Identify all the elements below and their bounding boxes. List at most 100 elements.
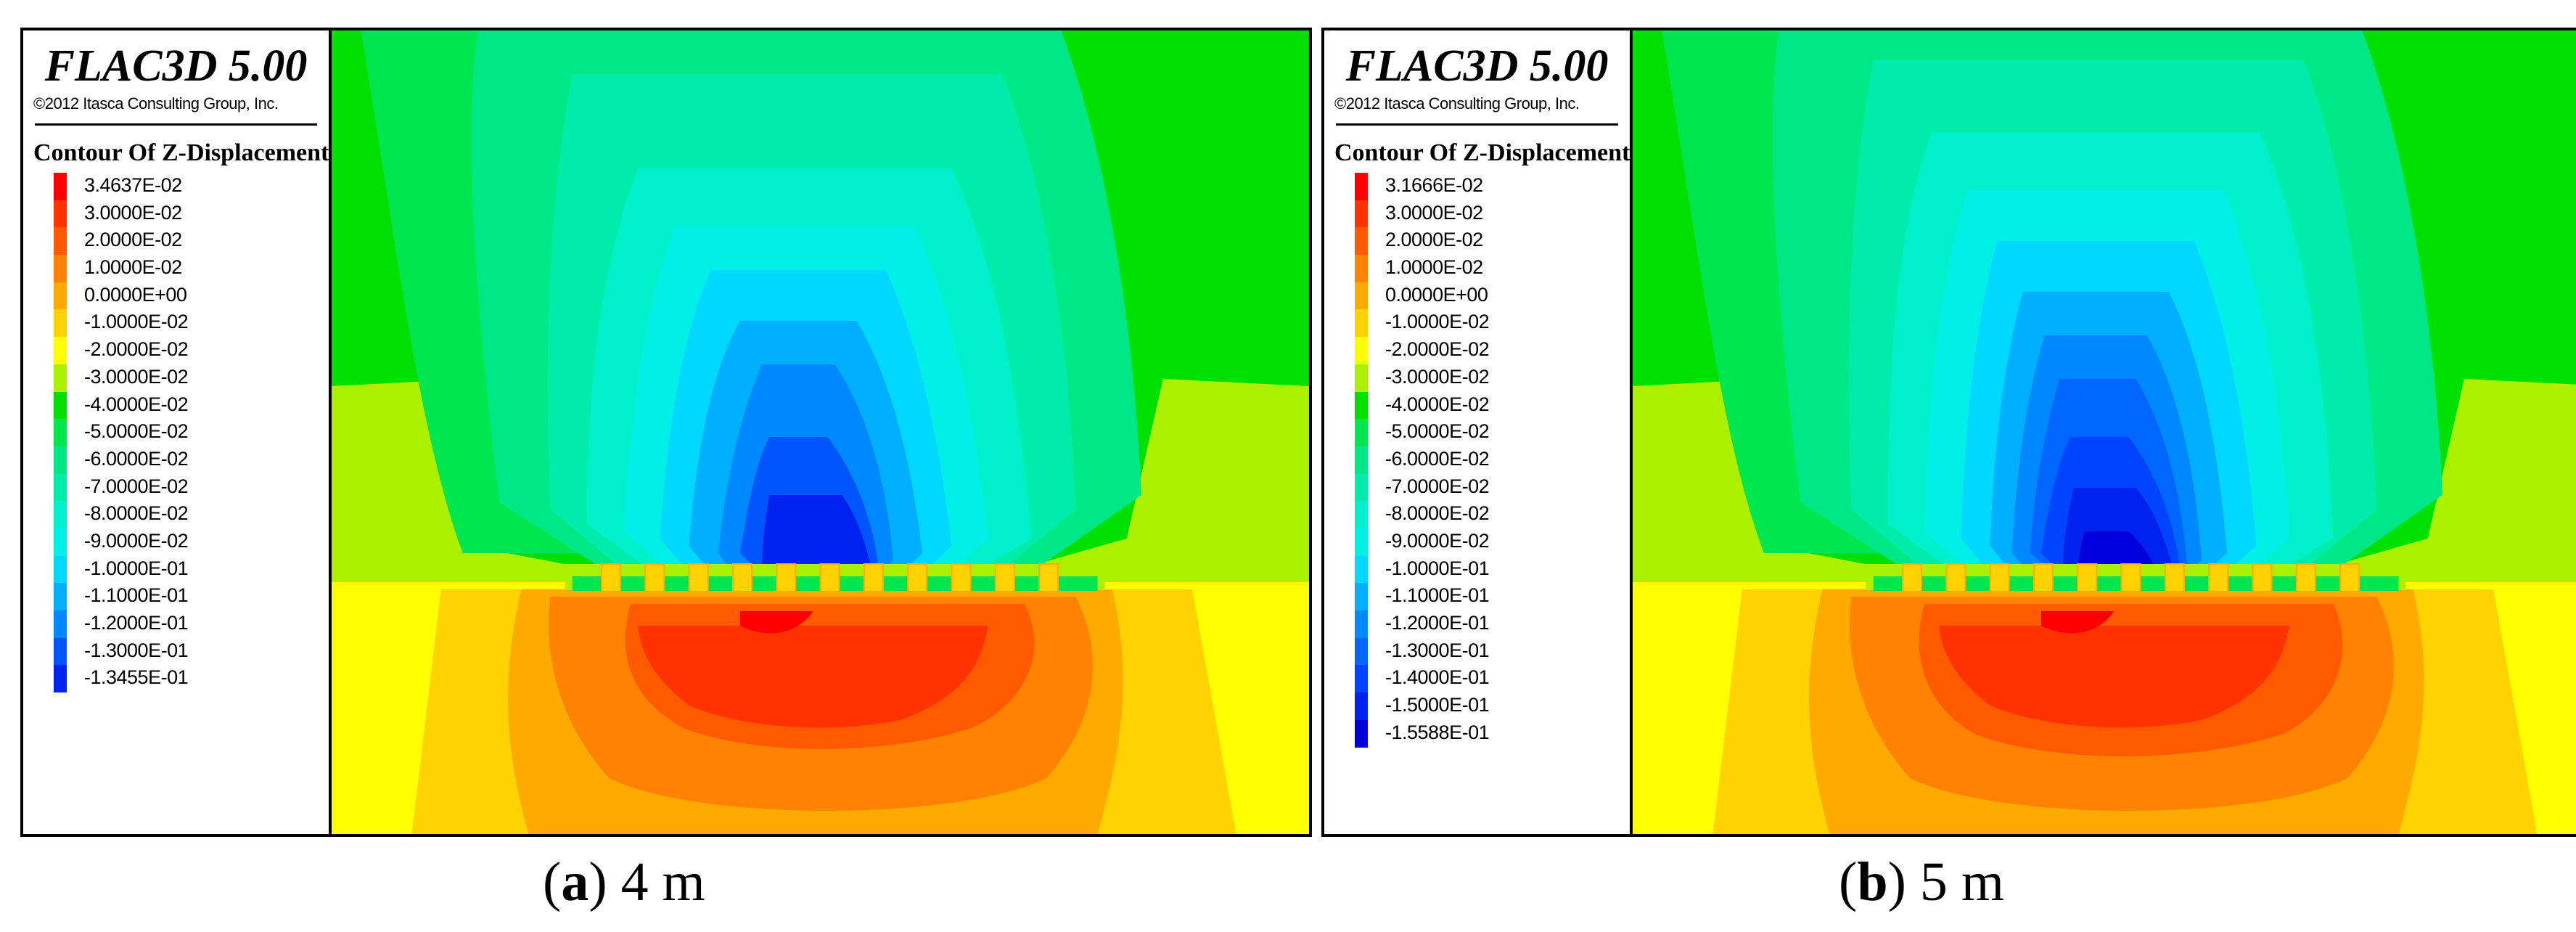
legend-label: 0.0000E+00 <box>1385 283 1488 306</box>
legend-swatch <box>1355 446 1368 474</box>
legend-label: -7.0000E-02 <box>84 475 189 497</box>
legend-swatch <box>54 610 67 638</box>
legend-label: -2.0000E-02 <box>1385 338 1490 361</box>
legend-label: -3.0000E-02 <box>84 365 189 388</box>
legend-label: -1.1000E-01 <box>1385 584 1490 607</box>
legend-label: -1.3000E-01 <box>1385 639 1490 661</box>
software-brand: FLAC3D 5.00 <box>1345 41 1609 91</box>
legend-label: -1.3455E-01 <box>84 666 189 689</box>
legend-label: -5.0000E-02 <box>84 420 189 443</box>
legend-label: -3.0000E-02 <box>1385 365 1490 388</box>
legend-label: -2.0000E-02 <box>84 338 189 361</box>
legend-label: -7.0000E-02 <box>1385 475 1490 497</box>
legend-label: 1.0000E-02 <box>1385 256 1483 279</box>
software-brand: FLAC3D 5.00 <box>44 41 308 91</box>
legend-label: -4.0000E-02 <box>1385 393 1490 415</box>
legend-swatch <box>1355 227 1368 256</box>
legend-swatch <box>1355 610 1368 638</box>
legend-swatch <box>54 665 67 693</box>
caption-paren-open: ( <box>543 851 562 912</box>
contour-plot-graphic <box>332 30 1309 834</box>
caption-a: (a) 4 m <box>543 851 705 914</box>
legend-label: -1.3000E-01 <box>84 639 189 661</box>
legend-label: -1.5000E-01 <box>1385 694 1490 716</box>
legend-label: -1.4000E-01 <box>1385 666 1490 689</box>
legend-swatch <box>1355 364 1368 392</box>
caption-paren-open: ( <box>1839 851 1858 912</box>
legend-label: -8.0000E-02 <box>84 502 189 525</box>
legend-label: 3.1666E-02 <box>1385 174 1483 196</box>
copyright-text: ©2012 Itasca Consulting Group, Inc. <box>1334 94 1580 113</box>
legend-swatch <box>54 555 67 584</box>
legend-divider <box>1336 123 1618 126</box>
legend-swatch <box>54 391 67 420</box>
legend-swatch <box>54 337 67 365</box>
legend-label: -6.0000E-02 <box>1385 447 1490 470</box>
legend-swatch <box>54 419 67 447</box>
legend-label: -1.0000E-01 <box>84 557 189 579</box>
legend-swatch <box>1355 309 1368 338</box>
legend-swatch <box>54 200 67 228</box>
legend-swatch <box>54 309 67 338</box>
legend-a: FLAC3D 5.00 ©2012 Itasca Consulting Grou… <box>23 30 332 834</box>
legend-swatch <box>1355 692 1368 721</box>
legend-swatch <box>54 501 67 529</box>
caption-paren-close: ) <box>588 851 607 912</box>
caption-text: 5 m <box>1919 851 2005 912</box>
legend-swatch <box>54 227 67 256</box>
legend-label: -9.0000E-02 <box>1385 529 1490 552</box>
legend-swatch <box>54 282 67 310</box>
legend-swatch <box>54 364 67 392</box>
contour-plot-graphic <box>1633 30 2576 834</box>
legend-swatch <box>1355 501 1368 529</box>
legend-title: Contour Of Z-Displacement <box>33 139 329 166</box>
legend-label: -6.0000E-02 <box>84 447 189 470</box>
panel-a: FLAC3D 5.00 ©2012 Itasca Consulting Grou… <box>20 28 1312 837</box>
legend-swatch <box>1355 255 1368 283</box>
legend-label: -1.0000E-02 <box>1385 311 1490 333</box>
legend-swatch <box>54 446 67 474</box>
caption-letter: a <box>561 851 589 912</box>
legend-label: 3.0000E-02 <box>1385 201 1483 224</box>
legend-swatch <box>1355 583 1368 611</box>
legend-label: -5.0000E-02 <box>1385 420 1490 443</box>
legend-label: 2.0000E-02 <box>1385 229 1483 251</box>
legend-swatch <box>1355 528 1368 556</box>
legend-swatch <box>1355 200 1368 228</box>
legend-swatch <box>54 255 67 283</box>
legend-label: -1.2000E-01 <box>1385 612 1490 634</box>
legend-swatch <box>1355 665 1368 693</box>
legend-swatch <box>1355 282 1368 310</box>
legend-swatch <box>1355 719 1368 748</box>
legend-label: 3.4637E-02 <box>84 174 182 196</box>
legend-swatch <box>54 583 67 611</box>
legend-swatch <box>1355 337 1368 365</box>
legend-label: -1.5588E-01 <box>1385 721 1490 743</box>
legend-swatch <box>54 173 67 200</box>
legend-swatch <box>1355 173 1368 200</box>
legend-b: FLAC3D 5.00 ©2012 Itasca Consulting Grou… <box>1324 30 1633 834</box>
legend-swatch <box>54 637 67 666</box>
contour-plot-b <box>1633 30 2576 834</box>
legend-swatch <box>54 473 67 502</box>
caption-paren-close: ) <box>1887 851 1906 912</box>
legend-label: -4.0000E-02 <box>84 393 189 415</box>
legend-swatch <box>1355 473 1368 502</box>
caption-letter: b <box>1857 851 1888 912</box>
legend-swatch <box>1355 419 1368 447</box>
caption-text: 4 m <box>620 851 705 912</box>
legend-divider <box>35 123 317 126</box>
legend-swatch <box>1355 555 1368 584</box>
legend-label: 1.0000E-02 <box>84 256 182 279</box>
legend-label: -1.1000E-01 <box>84 584 189 607</box>
legend-label: 0.0000E+00 <box>84 283 187 306</box>
legend-label: 3.0000E-02 <box>84 201 182 224</box>
legend-title: Contour Of Z-Displacement <box>1334 139 1630 166</box>
legend-swatch <box>1355 391 1368 420</box>
legend-label: 2.0000E-02 <box>84 229 182 251</box>
legend-label: -1.0000E-02 <box>84 311 189 333</box>
legend-label: -1.0000E-01 <box>1385 557 1490 579</box>
copyright-text: ©2012 Itasca Consulting Group, Inc. <box>33 94 279 113</box>
panel-b: FLAC3D 5.00 ©2012 Itasca Consulting Grou… <box>1321 28 2576 837</box>
caption-b: (b) 5 m <box>1839 851 2004 914</box>
